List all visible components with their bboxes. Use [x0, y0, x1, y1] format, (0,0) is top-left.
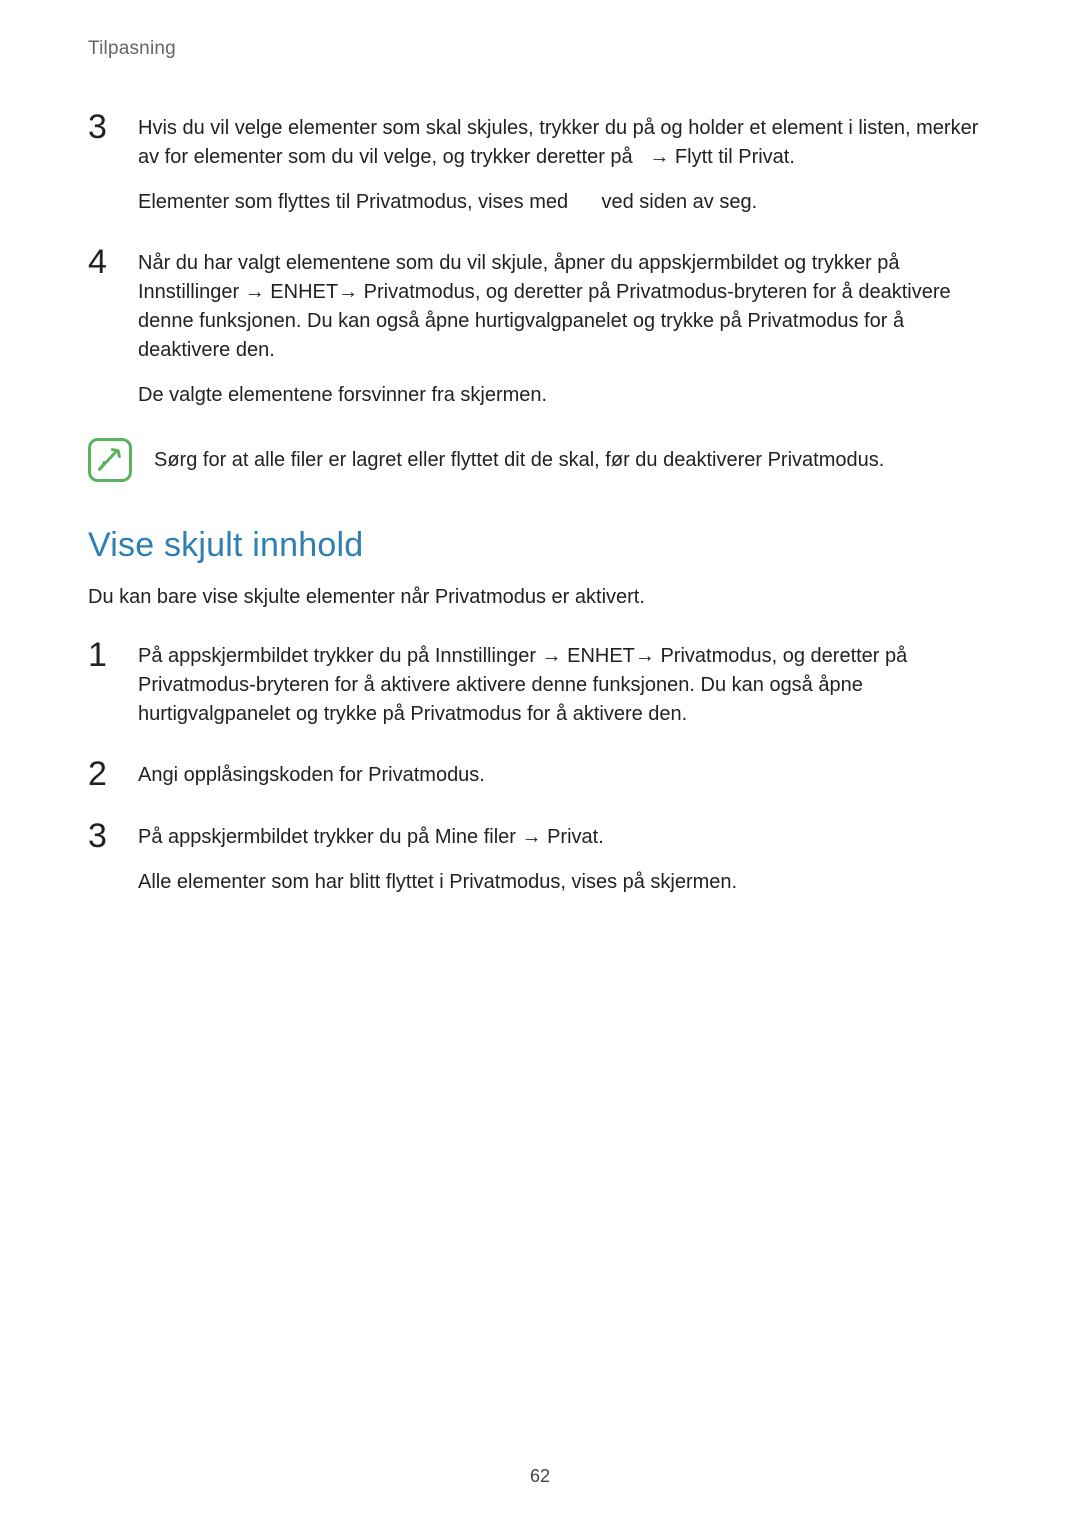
step-paragraph: Alle elementer som har blitt flyttet i P… [138, 868, 992, 897]
step-paragraph: Angi opplåsingskoden for Privatmodus. [138, 761, 992, 790]
step-number: 4 [88, 245, 116, 410]
section-step-2: 2 Angi opplåsingskoden for Privatmodus. [88, 757, 992, 791]
step-4: 4 Når du har valgt elementene som du vil… [88, 245, 992, 410]
step-paragraph: På appskjermbildet trykker du på Innstil… [138, 642, 992, 729]
document-page: Tilpasning 3 Hvis du vil velge elementer… [0, 0, 1080, 897]
page-header: Tilpasning [88, 38, 992, 60]
section-intro: Du kan bare vise skjulte elementer når P… [88, 583, 992, 612]
step-paragraph: Når du har valgt elementene som du vil s… [138, 249, 992, 365]
step-body: Når du har valgt elementene som du vil s… [138, 245, 992, 410]
section-heading: Vise skjult innhold [88, 526, 992, 565]
step-paragraph: Elementer som flyttes til Privatmodus, v… [138, 188, 992, 217]
step-number: 3 [88, 110, 116, 217]
note-icon [88, 438, 132, 482]
step-3: 3 Hvis du vil velge elementer som skal s… [88, 110, 992, 217]
step-body: På appskjermbildet trykker du på Mine fi… [138, 819, 992, 897]
note-text: Sørg for at alle filer er lagret eller f… [154, 438, 884, 475]
step-number: 1 [88, 638, 116, 729]
step-number: 2 [88, 757, 116, 791]
note-row: Sørg for at alle filer er lagret eller f… [88, 438, 992, 482]
step-paragraph: De valgte elementene forsvinner fra skje… [138, 381, 992, 410]
section-step-1: 1 På appskjermbildet trykker du på Innst… [88, 638, 992, 729]
step-body: På appskjermbildet trykker du på Innstil… [138, 638, 992, 729]
step-body: Angi opplåsingskoden for Privatmodus. [138, 757, 992, 791]
step-number: 3 [88, 819, 116, 897]
step-paragraph: Hvis du vil velge elementer som skal skj… [138, 114, 992, 172]
step-paragraph: På appskjermbildet trykker du på Mine fi… [138, 823, 992, 852]
step-body: Hvis du vil velge elementer som skal skj… [138, 110, 992, 217]
section-step-3: 3 På appskjermbildet trykker du på Mine … [88, 819, 992, 897]
page-number: 62 [0, 1466, 1080, 1487]
